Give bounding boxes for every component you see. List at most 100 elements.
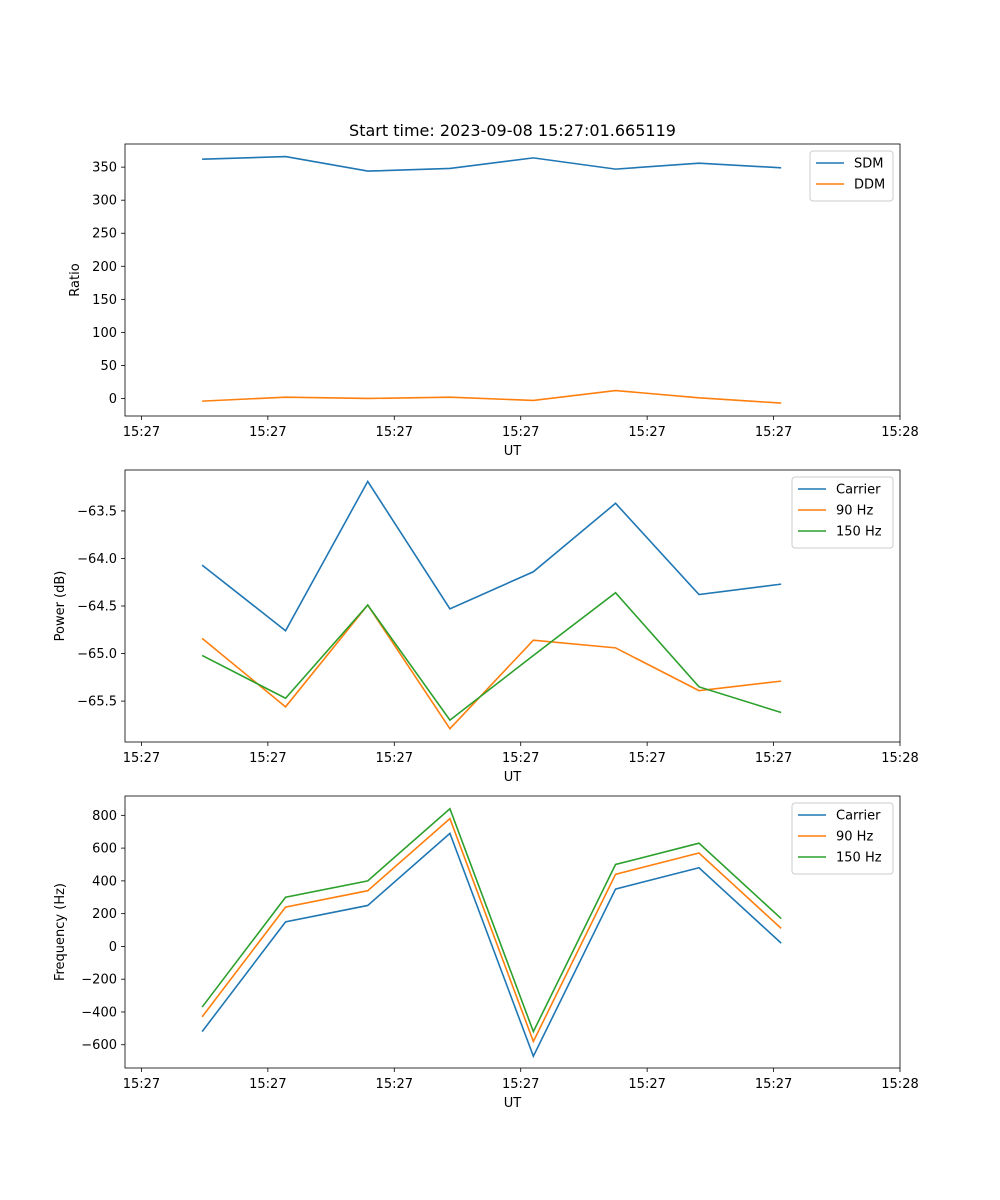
frequency-series-90-hz-point [532, 1040, 534, 1042]
frequency-series-carrier-line [201, 831, 782, 1059]
ratio-y-tick-label: 150 [92, 293, 117, 308]
ratio-series-ddm-point [780, 402, 782, 404]
frequency-legend-label-150-hz: 150 Hz [836, 851, 882, 866]
ratio-axes-frame [124, 143, 901, 417]
ratio-y-tick-label: 350 [92, 161, 117, 176]
ratio-series-ddm-point [614, 389, 616, 391]
ratio-series-sdm-line [202, 155, 782, 172]
power-x-tick-label: 15:27 [755, 751, 792, 766]
frequency-y-tick-label: 400 [92, 874, 117, 889]
ratio-y-tick-label: 200 [92, 260, 117, 275]
ratio-y-tick-label: 0 [109, 392, 117, 407]
ratio-x-tick-label: 15:27 [755, 425, 792, 440]
frequency-x-tick-label: 15:27 [628, 1077, 665, 1092]
frequency-series-carrier-point [201, 1030, 203, 1032]
power-axes-frame [124, 469, 901, 743]
ratio-series-sdm-point [698, 162, 700, 164]
ratio-x-tick-label: 15:27 [628, 425, 665, 440]
power-series-carrier-point [698, 593, 700, 595]
plot-power: 15:27 15:27 15:27 15:27 15:27 15:27 15:28 −65.5… [53, 469, 919, 785]
frequency-x-tick-label: 15:28 [881, 1077, 918, 1092]
frequency-series-90-hz-point [698, 852, 700, 854]
ratio-legend-label-sdm: SDM [854, 157, 883, 172]
ratio-y-tick-label: 250 [92, 227, 117, 242]
frequency-series-90-hz-point [780, 927, 782, 929]
frequency-series-carrier-point [698, 867, 700, 869]
power-y-tick-label: −65.5 [77, 695, 117, 710]
power-x-tick-label: 15:27 [628, 751, 665, 766]
power-y-tick-label: −63.5 [77, 504, 117, 519]
power-series-90-hz-point [284, 706, 286, 708]
ratio-y-tick-label: 100 [92, 326, 117, 341]
power-series-150-hz-point [367, 604, 369, 606]
power-series-90-hz-line [201, 603, 782, 730]
ratio-y-tick-label: 300 [92, 194, 117, 209]
ratio-series-ddm-point [284, 396, 286, 398]
frequency-series-90-hz-point [284, 906, 286, 908]
frequency-series-150-hz-point [367, 880, 369, 882]
ratio-series-sdm-point [367, 170, 369, 172]
power-series-150-hz-point [532, 654, 534, 656]
frequency-series-carrier-point [532, 1055, 534, 1057]
power-legend: Carrier 90 Hz 150 Hz [791, 476, 894, 549]
ratio-series-sdm-point [780, 167, 782, 169]
ratio-y-tick-label: 50 [100, 359, 117, 374]
frequency-series-150-hz-point [780, 917, 782, 919]
frequency-y-tick-label: 200 [92, 907, 117, 922]
frequency-y-tick-label: −600 [81, 1038, 117, 1053]
plot-frequency: 15:27 15:27 15:27 15:27 15:27 15:27 15:28 −600 −… [53, 795, 919, 1111]
frequency-series-150-hz-line [201, 807, 782, 1034]
power-series-90-hz-point [201, 637, 203, 639]
frequency-series-90-hz-point [449, 817, 451, 819]
frequency-y-tick-label: 600 [92, 842, 117, 857]
frequency-x-tick-label: 15:27 [249, 1077, 286, 1092]
ratio-x-tick-label: 15:27 [502, 425, 539, 440]
power-series-carrier-point [284, 630, 286, 632]
frequency-y-tick-label: 0 [109, 940, 117, 955]
power-series-carrier-point [532, 571, 534, 573]
ratio-y-axis-label: Ratio [68, 263, 83, 296]
ratio-x-tick-label: 15:28 [881, 425, 918, 440]
frequency-series-carrier-point [614, 888, 616, 890]
ratio-series-ddm-point [367, 397, 369, 399]
plot-ratio: 15:27 15:27 15:27 15:27 15:27 15:27 15:28 0 50 10… [68, 143, 919, 459]
frequency-series-150-hz-point [201, 1006, 203, 1008]
frequency-series-carrier-point [367, 904, 369, 906]
power-series-carrier-point [780, 583, 782, 585]
frequency-x-tick-label: 15:27 [755, 1077, 792, 1092]
power-series-90-hz-point [780, 680, 782, 682]
power-series-carrier-point [449, 608, 451, 610]
power-series-90-hz-point [449, 727, 451, 729]
frequency-series-carrier-point [780, 942, 782, 944]
frequency-x-tick-label: 15:27 [123, 1077, 160, 1092]
power-y-tick-label: −65.0 [77, 647, 117, 662]
ratio-series-ddm-point [201, 400, 203, 402]
frequency-series-150-hz-point [284, 896, 286, 898]
ratio-series-ddm-point [698, 397, 700, 399]
ratio-series-sdm-point [449, 167, 451, 169]
power-series-150-hz-point [201, 654, 203, 656]
frequency-x-axis-label: UT [504, 1096, 522, 1111]
power-series-150-hz-point [614, 591, 616, 593]
power-series-150-hz-point [698, 686, 700, 688]
figure-title: Start time: 2023-09-08 15:27:01.665119 [349, 121, 676, 140]
power-series-150-hz-point [780, 711, 782, 713]
frequency-y-tick-label: −200 [81, 973, 117, 988]
power-y-tick-label: −64.0 [77, 552, 117, 567]
frequency-y-tick-label: 800 [92, 809, 117, 824]
power-series-carrier-point [367, 480, 369, 482]
frequency-series-90-hz-point [614, 873, 616, 875]
frequency-series-150-hz-point [698, 842, 700, 844]
ratio-series-ddm-point [449, 396, 451, 398]
ratio-x-tick-label: 15:27 [376, 425, 413, 440]
frequency-series-150-hz-point [532, 1030, 534, 1032]
power-x-axis-label: UT [504, 770, 522, 785]
ratio-series-ddm-point [532, 399, 534, 401]
frequency-series-150-hz-point [449, 808, 451, 810]
power-series-150-hz-line [201, 591, 782, 722]
ratio-x-tick-label: 15:27 [123, 425, 160, 440]
frequency-y-tick-label: −400 [81, 1005, 117, 1020]
power-series-150-hz-point [449, 719, 451, 721]
frequency-y-axis-label: Frequency (Hz) [53, 883, 68, 981]
